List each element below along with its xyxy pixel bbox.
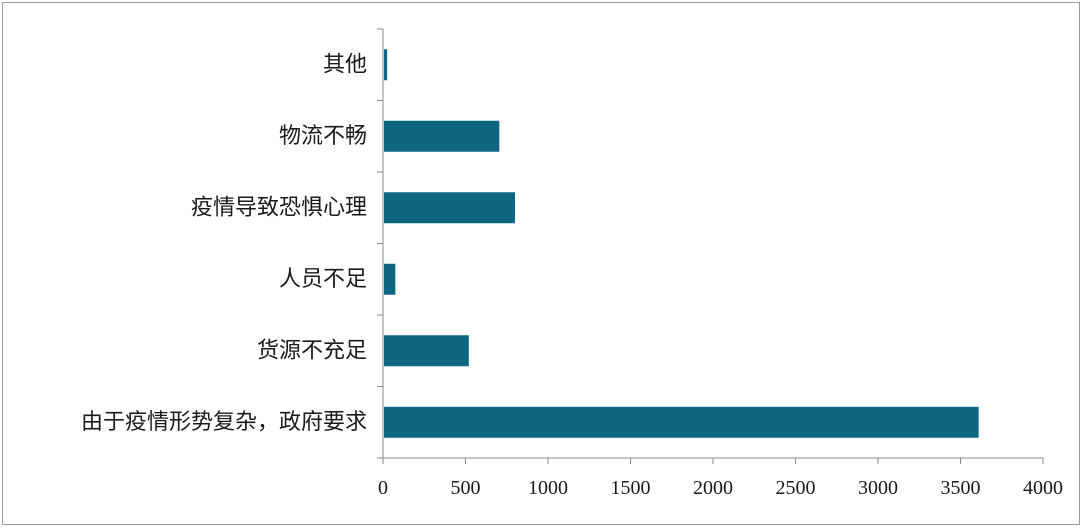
category-label: 物流不畅 <box>279 124 367 149</box>
category-label: 货源不充足 <box>257 338 367 363</box>
x-tick-label: 1000 <box>528 477 568 499</box>
category-label: 疫情导致恐惧心理 <box>191 195 367 220</box>
bar-5 <box>384 406 979 438</box>
x-tick-label: 4000 <box>1023 477 1063 499</box>
x-tick-label: 2000 <box>693 477 733 499</box>
category-label: 其他 <box>323 52 367 77</box>
category-label: 人员不足 <box>279 267 367 292</box>
bars-group <box>384 49 979 438</box>
bar-1 <box>384 120 500 152</box>
category-label: 由于疫情形势复杂，政府要求 <box>81 410 367 435</box>
x-tick-label: 500 <box>451 477 481 499</box>
bar-3 <box>384 263 396 295</box>
bar-4 <box>384 335 469 367</box>
x-tick-label: 2500 <box>776 477 816 499</box>
x-tick-label: 0 <box>378 477 388 499</box>
x-tick-label: 3500 <box>941 477 981 499</box>
bar-2 <box>384 192 515 224</box>
x-tick-label: 3000 <box>858 477 898 499</box>
axes-group <box>382 29 1043 459</box>
bar-0 <box>384 49 388 81</box>
x-ticks-group: 0 500 1000 1500 2000 2500 3000 3500 4000 <box>377 28 1063 499</box>
x-tick-label: 1500 <box>611 477 651 499</box>
